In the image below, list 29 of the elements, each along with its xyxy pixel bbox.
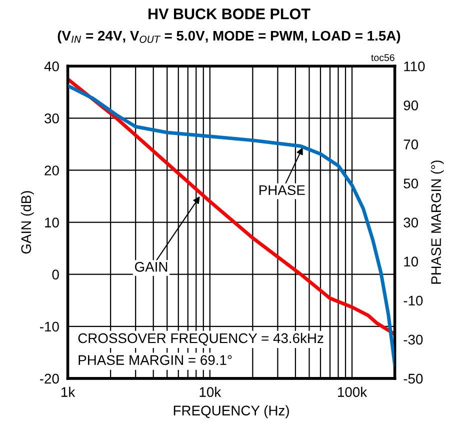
- annotation: PHASE: [259, 185, 305, 196]
- y-tick-label: 20: [44, 166, 59, 176]
- annotation: PHASE MARGIN = 69.1°: [78, 355, 232, 365]
- y2-tick-label: 30: [404, 218, 418, 228]
- x-tick-label: 1k: [62, 386, 76, 397]
- chart-subtitle: (V$_{IN}$ = 24V, V$_{OUT}$ = 5.0V, MODE = PWM, LOAD = 1.5A): [58, 30, 400, 44]
- x-tick-label: 100k: [338, 386, 368, 397]
- y2-tick-label: 10: [404, 256, 418, 266]
- y-axis-title: GAIN (dB): [20, 191, 34, 254]
- y2-tick-label: -10: [404, 296, 423, 306]
- y-tick-label: -20: [40, 374, 59, 384]
- y2-tick-label: -30: [404, 334, 423, 345]
- annotation: CROSSOVER FREQUENCY = 43.6kHz: [78, 332, 324, 346]
- y2-tick-label: 50: [404, 178, 418, 188]
- x-tick-label: 10k: [200, 386, 222, 397]
- y2-tick-label: 110: [404, 61, 425, 72]
- y-tick-label: -10: [40, 322, 59, 332]
- y-tick-label: 30: [44, 114, 59, 124]
- y2-tick-label: 90: [404, 100, 418, 110]
- y2-axis-title: PHASE MARGIN (°): [430, 160, 444, 284]
- chart-title: HV BUCK BODE PLOT: [148, 8, 310, 20]
- y-tick-label: 10: [45, 218, 59, 228]
- y2-tick-label: 70: [404, 140, 418, 150]
- text: toc56: [371, 54, 394, 62]
- y2-tick-label: -50: [404, 374, 423, 384]
- x-axis-title: FREQUENCY (Hz): [174, 405, 289, 418]
- annotation: GAIN: [134, 262, 168, 272]
- y-tick-label: 40: [44, 61, 59, 72]
- y-tick-label: 0: [52, 270, 59, 280]
